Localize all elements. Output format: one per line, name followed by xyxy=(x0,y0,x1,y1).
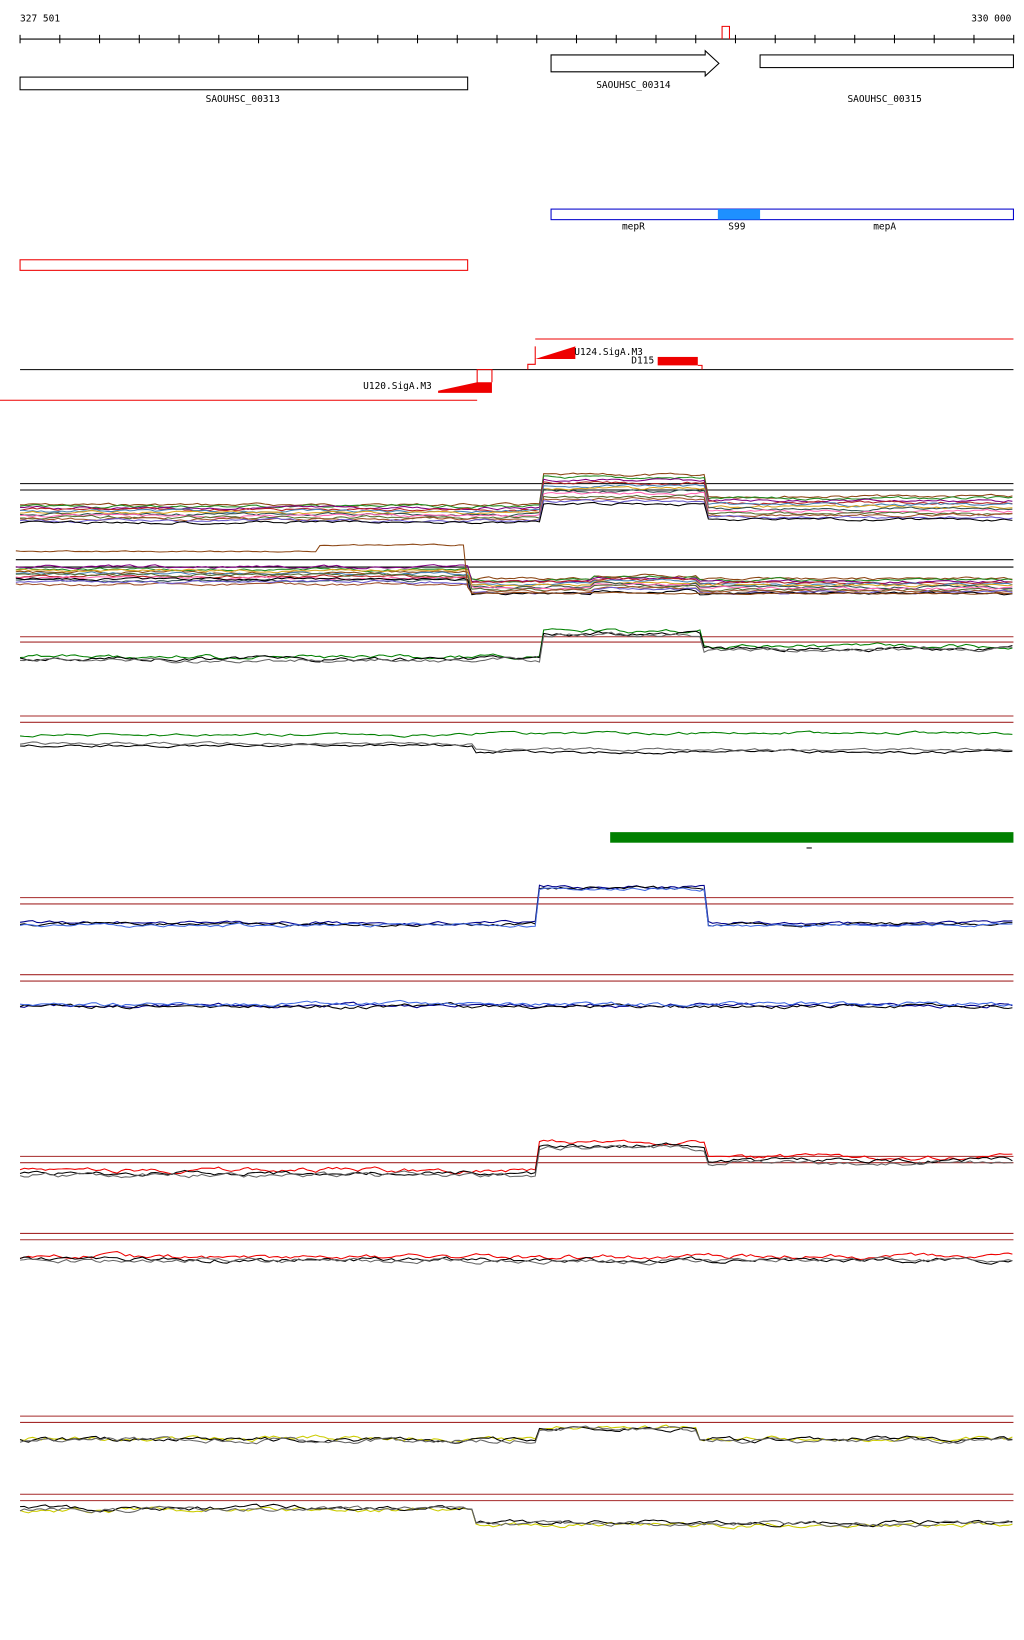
profile-line xyxy=(19,1142,1013,1177)
promoter xyxy=(438,382,492,393)
ruler-start: 327 501 xyxy=(20,14,60,25)
marker xyxy=(721,25,730,40)
profile-line xyxy=(19,887,1013,928)
profile-line xyxy=(15,581,1013,594)
profile-line xyxy=(19,1505,1013,1528)
profile-line xyxy=(20,631,1013,664)
profile-line xyxy=(20,494,1013,520)
terminator-stem xyxy=(697,364,703,370)
profile-line xyxy=(20,483,1013,514)
annotation-label: mepA xyxy=(873,222,896,233)
coverage-bar xyxy=(610,832,1014,843)
profile-line xyxy=(19,1426,1013,1444)
gene xyxy=(759,54,1014,69)
promoter-label: D115 xyxy=(631,356,654,367)
profile-line xyxy=(20,496,1013,522)
expression-profiles xyxy=(15,472,1014,1530)
gene-arrow xyxy=(550,49,720,78)
gene-label: SAOUHSC_00315 xyxy=(847,94,921,105)
profile-line xyxy=(15,543,1013,595)
ruler-ticks xyxy=(19,34,1015,44)
profile-line xyxy=(20,1256,1013,1266)
promoter xyxy=(535,346,576,360)
profile-line xyxy=(19,741,1013,753)
profile-line xyxy=(19,1002,1013,1010)
profile-line xyxy=(19,885,1013,928)
promoter-label: U120.SigA.M3 xyxy=(363,381,432,392)
profile-line xyxy=(20,1503,1013,1528)
promoter-stem xyxy=(527,346,536,370)
profile-line xyxy=(19,475,1013,509)
profile-line xyxy=(20,730,1013,738)
profile-line xyxy=(19,884,1013,927)
annotation-box xyxy=(550,208,1014,221)
promoter-stem xyxy=(476,369,493,391)
profile-line xyxy=(19,1139,1013,1175)
promoter-label: U124.SigA.M3 xyxy=(574,347,643,358)
ruler-end: 330 000 xyxy=(971,14,1011,25)
profile-line xyxy=(15,568,1013,588)
profile-line xyxy=(19,1144,1013,1179)
annotation-highlight xyxy=(717,209,761,220)
profile-line xyxy=(19,1425,1013,1445)
profile-line xyxy=(15,571,1013,587)
profile-line xyxy=(19,1251,1013,1261)
gene-label: SAOUHSC_00314 xyxy=(596,80,671,91)
profile-line xyxy=(15,567,1013,583)
profile-line xyxy=(15,572,1013,592)
profile-line xyxy=(20,472,1013,508)
profile-line xyxy=(20,478,1013,511)
profile-line xyxy=(20,628,1013,661)
annotation-label: mepR xyxy=(622,222,645,233)
profile-line xyxy=(20,999,1013,1007)
terminator xyxy=(657,356,698,366)
profile-line xyxy=(20,485,1013,515)
annotation-label: S99 xyxy=(728,222,745,233)
profile-line xyxy=(20,743,1013,755)
profile-line xyxy=(15,569,1013,581)
region-box xyxy=(19,259,469,271)
gene-label: SAOUHSC_00313 xyxy=(206,94,280,105)
profile-line xyxy=(19,501,1013,525)
gene xyxy=(19,76,469,91)
profile-line xyxy=(19,1256,1013,1265)
